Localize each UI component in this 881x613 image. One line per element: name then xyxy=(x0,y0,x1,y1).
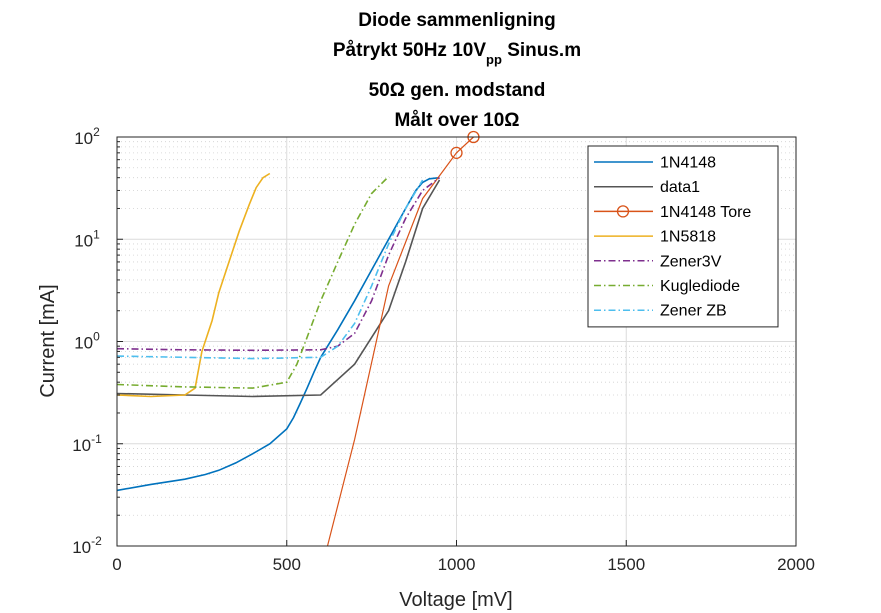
y-axis-label: Current [mA] xyxy=(37,284,59,397)
chart-title-line-4: Målt over 10Ω xyxy=(394,110,519,131)
x-tick-label: 1000 xyxy=(438,555,476,574)
legend-label: Zener3V xyxy=(660,253,722,270)
legend-label: 1N5818 xyxy=(660,229,716,246)
y-tick-label: 101 xyxy=(74,227,100,250)
legend-label: data1 xyxy=(660,179,700,196)
x-tick-label: 500 xyxy=(273,555,301,574)
series-line-1 xyxy=(116,179,441,398)
series-line-0 xyxy=(116,176,440,492)
legend-label: 1N4148 xyxy=(660,155,716,172)
x-axis-label: Voltage [mV] xyxy=(399,589,512,611)
legend: 1N4148 data1 1N4148 Tore 1N5818 Zener3V Kugle… xyxy=(587,145,779,328)
legend-label: Zener ZB xyxy=(660,303,727,320)
y-tick-label: 10-2 xyxy=(72,534,102,557)
series-line-5 xyxy=(116,176,390,389)
y-tick-label: 102 xyxy=(74,125,100,148)
series-line-4 xyxy=(116,177,440,352)
series-group xyxy=(116,130,480,547)
series-line-2 xyxy=(326,136,474,547)
legend-marker xyxy=(616,205,630,218)
x-tick-label: 1500 xyxy=(607,555,645,574)
series-marker xyxy=(450,146,463,159)
x-tick-label: 0 xyxy=(112,555,121,574)
chart-title-line-2: Påtrykt 50Hz 10Vpp Sinus.m xyxy=(333,40,581,67)
ticks: 0 500 1000 1500 2000 10-2 10-1 100 101 102 xyxy=(72,125,815,574)
series-line-3 xyxy=(116,172,271,398)
legend-label: 1N4148 Tore xyxy=(660,204,751,221)
x-tick-label: 2000 xyxy=(777,555,815,574)
series-line-6 xyxy=(116,179,424,360)
chart-title-line-3: 50Ω gen. modstand xyxy=(369,80,546,101)
legend-label: Kuglediode xyxy=(660,278,740,295)
chart-title-line-1: Diode sammenligning xyxy=(358,10,555,31)
y-tick-label: 100 xyxy=(74,330,100,353)
y-tick-label: 10-1 xyxy=(72,432,102,455)
